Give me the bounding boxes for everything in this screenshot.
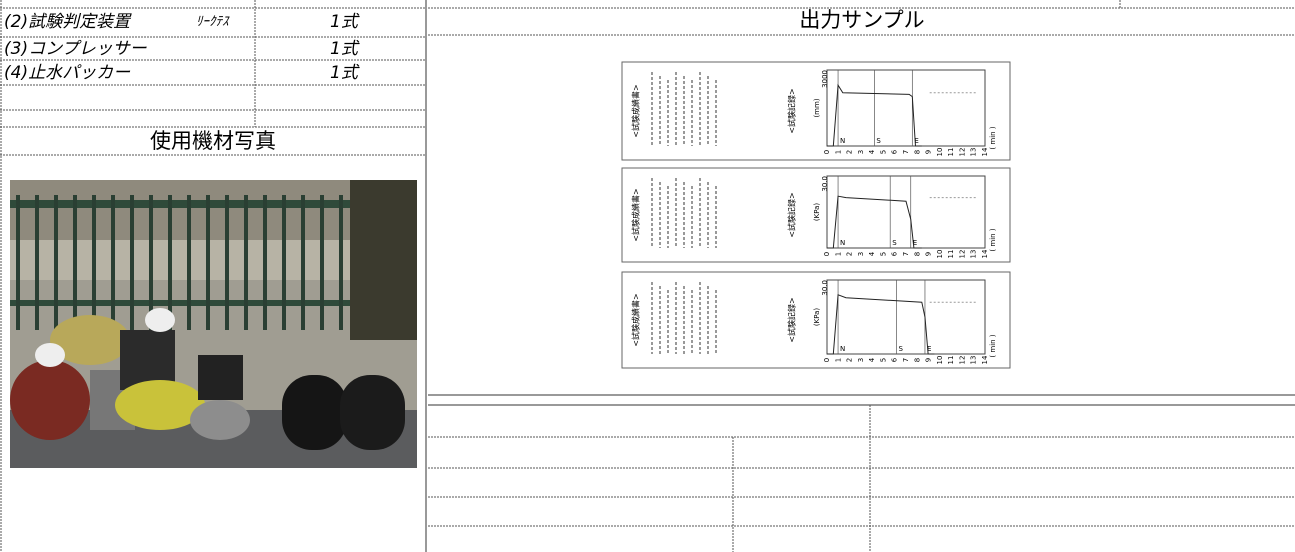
marker-label: E (914, 137, 918, 145)
x-tick-label: 5 (879, 358, 887, 362)
x-tick-label: 0 (823, 358, 831, 362)
x-tick-label: 6 (891, 149, 899, 154)
x-tick-label: 7 (902, 358, 910, 362)
x-tick-label: 13 (970, 250, 978, 259)
x-tick-label: 1 (834, 252, 842, 256)
x-tick-label: 7 (902, 150, 910, 154)
x-tick-label: 1 (834, 358, 842, 362)
y-max: 30.0 (821, 280, 829, 296)
x-tick-label: 11 (947, 148, 955, 157)
x-tick-label: 4 (868, 251, 876, 256)
y-unit: (KPa) (813, 308, 821, 327)
x-tick-label: 14 (981, 249, 989, 258)
marker-label: E (913, 239, 917, 247)
left-grid (0, 0, 427, 552)
record-curve (827, 195, 922, 249)
x-tick-label: 8 (913, 252, 921, 256)
x-tick-label: 14 (981, 355, 989, 364)
item-qty: 1式 (330, 63, 360, 83)
sample-title: <試験成績書> (631, 293, 641, 346)
x-tick-label: 7 (902, 252, 910, 256)
x-tick-label: 11 (947, 356, 955, 365)
sample-title: <試験成績書> (631, 188, 641, 241)
x-tick-label: 5 (879, 252, 887, 256)
sample-title: <試験成績書> (631, 84, 641, 137)
section-title: 出力サンプル (799, 8, 924, 32)
marker-label: S (876, 137, 881, 145)
x-tick-label: 10 (936, 250, 944, 259)
marker-label: N (840, 137, 845, 145)
sample-sheet (621, 61, 1011, 161)
right-grid (428, 0, 1295, 552)
x-tick-label: 10 (936, 356, 944, 365)
x-unit: ( min ) (989, 334, 997, 357)
sample-record: <試験記録> (787, 297, 797, 342)
sample-sheet (621, 167, 1011, 263)
marker-label: E (927, 345, 931, 353)
x-tick-label: 6 (891, 251, 899, 256)
marker-label: N (840, 345, 845, 353)
y-unit: (KPa) (813, 203, 821, 222)
x-tick-label: 12 (958, 356, 966, 365)
output-samples: <試験成績書> <試験記録>3000(mm)( min )0 1 2 3 4 5 6 7 8 9 10… (621, 61, 1011, 369)
item-qty: 1式 (330, 12, 360, 32)
item-name: (4)止水パッカー (4, 63, 131, 83)
x-tick-label: 8 (913, 150, 921, 154)
x-tick-label: 9 (925, 252, 933, 256)
y-max: 30.0 (821, 176, 829, 192)
item-name: (3)コンプレッサー (4, 39, 148, 59)
x-tick-label: 3 (857, 358, 865, 362)
x-tick-label: 0 (823, 252, 831, 256)
y-unit: (mm) (813, 98, 821, 117)
x-tick-label: 8 (913, 358, 921, 362)
sample-record: <試験記録> (787, 192, 797, 237)
item-note: ﾘｰｸﾃｽ (196, 15, 230, 30)
plot-frame (826, 69, 986, 147)
x-tick-label: 6 (891, 357, 899, 362)
x-tick-label: 1 (834, 150, 842, 154)
record-curve (827, 83, 922, 147)
x-tick-label: 4 (868, 357, 876, 362)
x-tick-label: 0 (823, 150, 831, 154)
x-tick-label: 2 (846, 358, 854, 362)
x-tick-label: 3 (857, 150, 865, 154)
x-tick-label: 9 (925, 150, 933, 154)
x-tick-label: 13 (970, 148, 978, 157)
marker-label: N (840, 239, 845, 247)
y-max: 3000 (821, 70, 829, 88)
x-tick-label: 3 (857, 252, 865, 256)
x-tick-label: 13 (970, 356, 978, 365)
x-tick-label: 12 (958, 148, 966, 157)
x-unit: ( min ) (989, 228, 997, 251)
x-tick-label: 12 (958, 250, 966, 259)
item-qty: 1式 (330, 39, 360, 59)
x-tick-label: 9 (925, 358, 933, 362)
x-tick-label: 14 (981, 147, 989, 156)
x-tick-label: 4 (868, 149, 876, 154)
item-name: (2)試験判定装置 (4, 12, 132, 32)
plot-frame (826, 279, 986, 355)
plot-frame (826, 175, 986, 249)
sample-sheet (621, 271, 1011, 369)
x-tick-label: 11 (947, 250, 955, 259)
marker-label: S (899, 345, 904, 353)
section-title: 使用機材写真 (150, 129, 276, 153)
x-tick-label: 2 (846, 150, 854, 154)
x-tick-label: 2 (846, 252, 854, 256)
equipment-photo (10, 180, 417, 468)
x-tick-label: 10 (936, 148, 944, 157)
sample-record: <試験記録> (787, 88, 797, 133)
record-curve (827, 294, 935, 355)
marker-label: S (892, 239, 897, 247)
x-tick-label: 5 (879, 150, 887, 154)
x-unit: ( min ) (989, 126, 997, 149)
